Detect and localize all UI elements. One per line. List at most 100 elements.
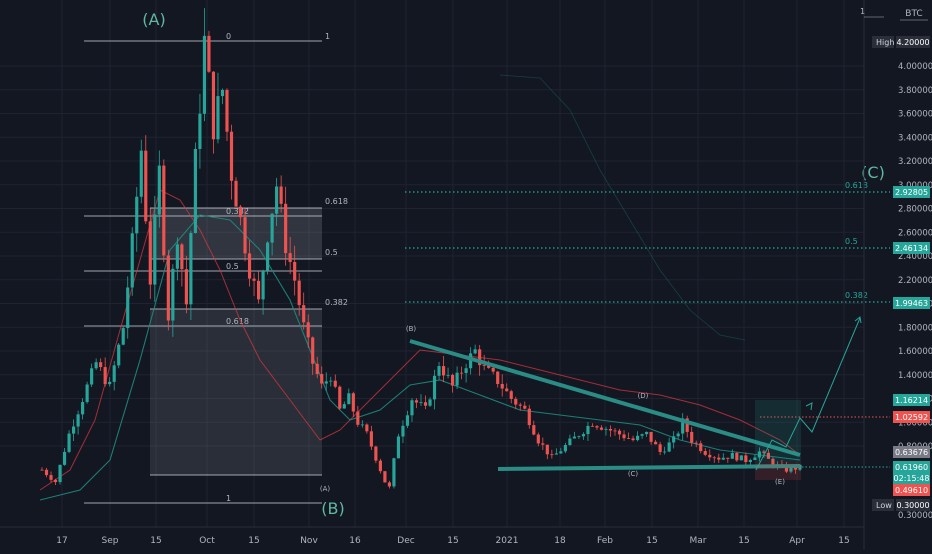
candle[interactable]	[112, 360, 116, 391]
candle[interactable]	[568, 434, 572, 446]
candle[interactable]	[586, 422, 590, 442]
candle[interactable]	[500, 374, 504, 397]
candle[interactable]	[428, 397, 432, 407]
candle[interactable]	[108, 377, 112, 387]
candle[interactable]	[315, 356, 319, 379]
candle[interactable]	[762, 449, 766, 458]
lower-trendline[interactable]	[497, 464, 801, 471]
candle[interactable]	[121, 326, 125, 346]
trendlines[interactable]	[409, 316, 862, 480]
candle[interactable]	[654, 439, 658, 445]
candle[interactable]	[441, 356, 446, 383]
candle[interactable]	[72, 419, 76, 441]
candle[interactable]	[635, 431, 640, 442]
candle[interactable]	[234, 177, 238, 207]
candle[interactable]	[139, 139, 143, 204]
candle[interactable]	[85, 381, 89, 404]
candle[interactable]	[532, 420, 536, 436]
candle[interactable]	[81, 398, 85, 420]
candle[interactable]	[599, 425, 604, 431]
candle[interactable]	[563, 442, 567, 454]
candle[interactable]	[351, 391, 355, 418]
candle[interactable]	[676, 431, 680, 440]
candle[interactable]	[135, 187, 139, 252]
candle[interactable]	[374, 445, 378, 464]
candle[interactable]	[595, 425, 599, 431]
price-label-price-2[interactable]: 1.02592	[893, 411, 930, 423]
candle[interactable]	[243, 208, 247, 262]
candle[interactable]	[672, 431, 676, 449]
candle[interactable]	[148, 208, 152, 299]
candle[interactable]	[356, 405, 360, 428]
price-label-low[interactable]: Low 0.30000	[872, 499, 930, 511]
price-label-fib-05[interactable]: 2.46134	[893, 242, 930, 254]
candle[interactable]	[550, 449, 554, 459]
candle[interactable]	[44, 467, 49, 478]
candle[interactable]	[757, 447, 761, 462]
candle[interactable]	[464, 363, 468, 383]
candle[interactable]	[49, 471, 53, 483]
candle[interactable]	[496, 371, 500, 388]
candle[interactable]	[229, 124, 234, 200]
candle[interactable]	[581, 432, 586, 440]
candle[interactable]	[721, 453, 725, 461]
candle[interactable]	[202, 8, 207, 122]
candle[interactable]	[726, 457, 730, 463]
candle[interactable]	[347, 388, 351, 405]
candle[interactable]	[617, 428, 622, 440]
candle[interactable]	[297, 273, 301, 316]
price-label-fib-0382[interactable]: 1.99463	[893, 297, 930, 309]
candle[interactable]	[460, 366, 464, 380]
price-label-last-price[interactable]: 0.61960	[893, 461, 930, 473]
time-axis[interactable]: 17 Sep 15 Oct 15 Nov 16 Dec 15 2021 18 Feb 15 Mar 15 Ap…	[0, 526, 864, 546]
candle[interactable]	[324, 372, 328, 391]
candle[interactable]	[748, 458, 752, 465]
price-label-fib-0618[interactable]: 2.92805	[893, 186, 930, 198]
candle[interactable]	[369, 425, 373, 451]
candle[interactable]	[157, 150, 161, 228]
candle[interactable]	[302, 292, 306, 330]
candle[interactable]	[645, 431, 649, 437]
candle[interactable]	[437, 362, 441, 380]
candle[interactable]	[717, 453, 721, 463]
candle[interactable]	[256, 271, 261, 304]
candle[interactable]	[405, 410, 410, 429]
candle[interactable]	[739, 455, 743, 461]
candle[interactable]	[735, 451, 739, 462]
candle[interactable]	[392, 457, 396, 489]
candle[interactable]	[396, 433, 401, 459]
candle[interactable]	[162, 159, 166, 263]
candle[interactable]	[640, 433, 644, 439]
candle[interactable]	[423, 395, 428, 410]
candle[interactable]	[590, 423, 595, 427]
candle[interactable]	[514, 396, 518, 410]
candle[interactable]	[383, 471, 387, 483]
candle[interactable]	[166, 249, 170, 331]
price-label-high[interactable]: High 4.20000	[872, 36, 930, 48]
candle[interactable]	[626, 432, 631, 440]
candle[interactable]	[261, 269, 265, 315]
candle[interactable]	[685, 415, 689, 438]
candle[interactable]	[545, 444, 549, 460]
candle[interactable]	[126, 276, 130, 339]
candle[interactable]	[198, 93, 202, 169]
candle[interactable]	[649, 431, 653, 445]
candle[interactable]	[153, 195, 157, 302]
candle[interactable]	[712, 456, 716, 463]
candle[interactable]	[505, 383, 509, 392]
candle[interactable]	[189, 230, 193, 321]
candle[interactable]	[40, 467, 44, 471]
candle[interactable]	[90, 363, 94, 387]
candle[interactable]	[144, 135, 148, 225]
candle[interactable]	[193, 142, 197, 234]
candle[interactable]	[663, 446, 667, 455]
candle[interactable]	[247, 240, 252, 287]
candle[interactable]	[541, 437, 545, 451]
candle[interactable]	[53, 478, 58, 486]
candle[interactable]	[207, 30, 211, 73]
candle[interactable]	[658, 441, 662, 456]
candle[interactable]	[171, 264, 175, 337]
candle[interactable]	[333, 374, 337, 389]
price-label-countdown[interactable]: 02:15:48	[893, 472, 930, 484]
